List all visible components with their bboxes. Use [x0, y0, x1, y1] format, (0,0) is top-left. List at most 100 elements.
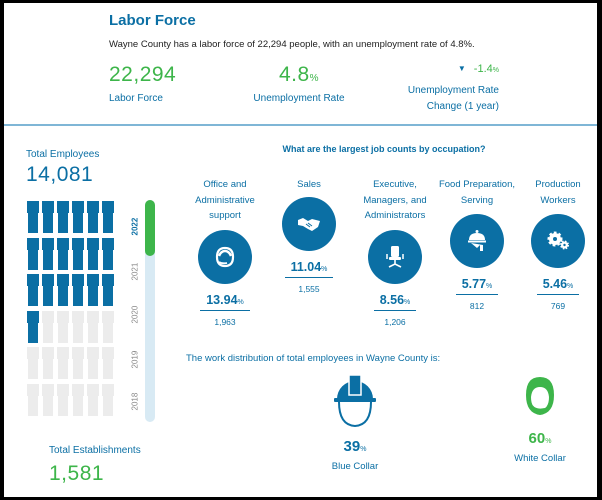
- total-employees-label: Total Employees: [26, 149, 100, 160]
- waffle-cell-empty: [72, 347, 84, 379]
- white-collar-percent: 60: [528, 430, 546, 447]
- waffle-cell-filled: [27, 201, 39, 233]
- waffle-cell-empty: [27, 347, 39, 379]
- waffle-cell-empty: [102, 310, 114, 343]
- rate-change-unit: %: [492, 67, 499, 74]
- waffle-cell-filled: [72, 237, 84, 270]
- year-option-2018[interactable]: 2018: [130, 392, 140, 411]
- occupations-heading: What are the largest job counts by occup…: [282, 144, 486, 154]
- waffle-cell-filled: [42, 237, 54, 270]
- blue-collar-unit: %: [360, 446, 367, 453]
- occupation-name: Office and Administrative support: [195, 179, 255, 221]
- occupation-percent: 13.94%: [200, 293, 250, 311]
- blue-collar-label: Blue Collar: [331, 461, 379, 472]
- waffle-cell-filled: [57, 274, 69, 306]
- distribution-text: The work distribution of total employees…: [186, 353, 441, 364]
- total-employees-value: 14,081: [26, 163, 94, 186]
- labor-force-value: 22,294: [109, 63, 177, 86]
- gears-icon: [531, 214, 585, 268]
- rate-change-value: -1.4: [473, 63, 493, 75]
- section-divider: [4, 124, 597, 126]
- waffle-cell-filled: [42, 201, 54, 233]
- year-slider-handle[interactable]: [145, 200, 155, 256]
- unemployment-rate-unit: %: [309, 73, 320, 84]
- kpi-unemployment-change: ▼ -1.4% Unemployment Rate Change (1 year): [399, 63, 499, 115]
- kpi-unemployment-rate: 4.8% Unemployment Rate: [234, 63, 364, 104]
- waffle-cell-filled: [57, 237, 69, 270]
- waffle-cell-empty: [87, 347, 99, 379]
- cloche-icon: [450, 214, 504, 268]
- waffle-cell-empty: [57, 310, 69, 343]
- waffle-cell-filled: [27, 310, 39, 343]
- occupation-card: Food Preparation, Serving 5.77% 812: [436, 177, 518, 311]
- triangle-down-icon: ▼: [457, 64, 466, 73]
- occupation-count: 1,963: [214, 317, 236, 327]
- waffle-cell-filled: [72, 201, 84, 233]
- unemployment-rate-label: Unemployment Rate: [253, 93, 345, 104]
- year-option-2022[interactable]: 2022: [130, 217, 140, 236]
- waffle-cell-empty: [87, 310, 99, 343]
- rate-change-label-line1: Unemployment Rate: [407, 85, 499, 96]
- occupation-count: 1,555: [298, 284, 320, 294]
- labor-force-label: Labor Force: [109, 93, 163, 104]
- waffle-cell-empty: [72, 310, 84, 343]
- waffle-cell-empty: [87, 383, 99, 416]
- occupation-percent: 11.04%: [284, 260, 334, 278]
- year-option-2019[interactable]: 2019: [130, 350, 140, 369]
- kpi-labor-force: 22,294 Labor Force: [109, 63, 176, 104]
- handshake-icon: [282, 197, 336, 251]
- occupation-card: Production Workers 5.46% 769: [517, 177, 597, 311]
- blue-collar-stat: 39% Blue Collar: [305, 373, 405, 472]
- occupation-percent: 8.56%: [373, 293, 417, 311]
- occupation-count: 1,206: [384, 317, 406, 327]
- waffle-cell-empty: [27, 383, 39, 416]
- year-option-2021[interactable]: 2021: [130, 262, 140, 281]
- blue-collar-percent: 39: [343, 438, 361, 455]
- waffle-cell-filled: [102, 237, 114, 270]
- occupation-card: Executive, Managers, and Administrators 8.5…: [354, 177, 436, 327]
- occupation-count: 812: [469, 301, 485, 311]
- waffle-cell-empty: [102, 383, 114, 416]
- rate-change-label-line2: Change (1 year): [426, 101, 499, 112]
- waffle-cell-filled: [27, 237, 39, 270]
- occupation-name: Food Preparation, Serving: [438, 179, 516, 206]
- year-option-2020[interactable]: 2020: [130, 305, 140, 324]
- waffle-cell-empty: [72, 383, 84, 416]
- waffle-cell-filled: [27, 274, 39, 306]
- waffle-cell-empty: [42, 383, 54, 416]
- total-establishments-value: 1,581: [49, 462, 105, 485]
- waffle-cell-filled: [102, 274, 114, 306]
- waffle-cell-empty: [57, 347, 69, 379]
- headset-icon: [198, 230, 252, 284]
- occupation-card: Sales 11.04% 1,555: [268, 177, 350, 294]
- year-slider[interactable]: [145, 200, 155, 422]
- white-collar-stat: 60% White Collar: [490, 373, 590, 464]
- section-title: Labor Force: [109, 12, 196, 29]
- waffle-cell-filled: [87, 274, 99, 306]
- occupation-name: Sales: [297, 179, 321, 190]
- waffle-cell-filled: [102, 201, 114, 233]
- labor-force-description: Wayne County has a labor force of 22,294…: [109, 39, 475, 50]
- total-establishments-label: Total Establishments: [49, 445, 141, 456]
- unemployment-rate-value: 4.8: [278, 63, 310, 86]
- waffle-cell-empty: [42, 310, 54, 343]
- occupation-name: Production Workers: [535, 179, 581, 206]
- waffle-cell-filled: [87, 237, 99, 270]
- hard-hat-icon: [334, 374, 376, 428]
- waffle-cell-empty: [102, 347, 114, 379]
- occupation-card: Office and Administrative support 13.94% 1,9…: [184, 177, 266, 327]
- office-chair-icon: [368, 230, 422, 284]
- waffle-cell-filled: [57, 201, 69, 233]
- waffle-cell-filled: [42, 274, 54, 306]
- occupation-percent: 5.46%: [536, 277, 580, 295]
- headset-person-icon: [526, 377, 554, 415]
- white-collar-label: White Collar: [514, 453, 566, 464]
- waffle-cell-filled: [72, 274, 84, 306]
- waffle-cell-filled: [87, 201, 99, 233]
- waffle-cell-empty: [57, 383, 69, 416]
- waffle-cell-empty: [42, 347, 54, 379]
- occupation-count: 769: [550, 301, 566, 311]
- labor-force-dashboard: Labor Force Wayne County has a labor for…: [4, 3, 597, 497]
- occupation-percent: 5.77%: [455, 277, 499, 295]
- occupation-name: Executive, Managers, and Administrators: [363, 179, 427, 221]
